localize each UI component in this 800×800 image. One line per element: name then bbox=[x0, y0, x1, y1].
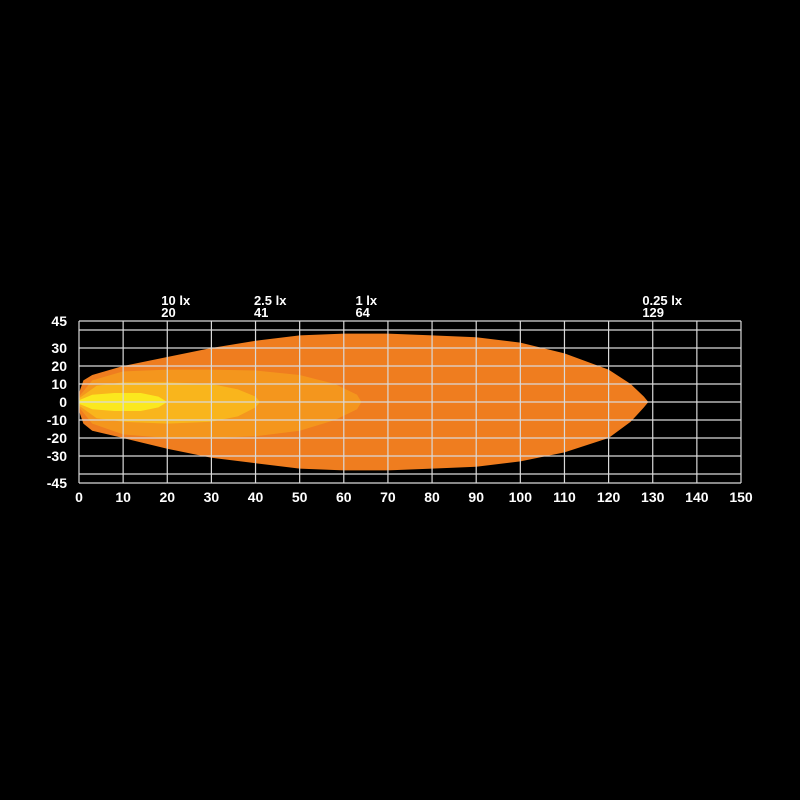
x-tick-label: 40 bbox=[248, 489, 264, 505]
x-tick-label: 50 bbox=[292, 489, 308, 505]
y-tick-label: -10 bbox=[47, 412, 67, 428]
annotation-lux: 2.5 lx bbox=[254, 293, 287, 308]
annotation-distance: 41 bbox=[254, 305, 268, 320]
annotation-distance: 64 bbox=[355, 305, 370, 320]
y-tick-label: 45 bbox=[51, 313, 67, 329]
x-tick-label: 0 bbox=[75, 489, 83, 505]
y-tick-label: 20 bbox=[51, 358, 67, 374]
y-tick-label: -20 bbox=[47, 430, 67, 446]
annotation-distance: 129 bbox=[642, 305, 664, 320]
annotation-lux: 10 lx bbox=[161, 293, 191, 308]
y-tick-label: 0 bbox=[59, 394, 67, 410]
annotation-distance: 20 bbox=[161, 305, 175, 320]
x-tick-label: 90 bbox=[468, 489, 484, 505]
area-2-5-lx bbox=[79, 382, 260, 424]
x-tick-label: 80 bbox=[424, 489, 440, 505]
y-tick-label: -45 bbox=[47, 475, 67, 491]
x-tick-label: 150 bbox=[729, 489, 753, 505]
y-tick-label: 30 bbox=[51, 340, 67, 356]
x-tick-label: 120 bbox=[597, 489, 621, 505]
y-axis-ticks: 45 30 20 10 0 -10 -20 -30 -45 bbox=[47, 313, 67, 491]
y-tick-label: -30 bbox=[47, 448, 67, 464]
x-axis-ticks: 0 10 20 30 40 50 60 70 80 90 100 110 120 130 140 150 bbox=[75, 489, 753, 505]
grid bbox=[78, 320, 742, 484]
x-tick-label: 70 bbox=[380, 489, 396, 505]
x-tick-label: 100 bbox=[509, 489, 533, 505]
x-tick-label: 20 bbox=[159, 489, 175, 505]
y-tick-label: 10 bbox=[51, 376, 67, 392]
annotation-lux: 0.25 lx bbox=[642, 293, 683, 308]
x-tick-label: 130 bbox=[641, 489, 665, 505]
x-tick-label: 60 bbox=[336, 489, 352, 505]
x-tick-label: 30 bbox=[204, 489, 220, 505]
x-tick-label: 110 bbox=[553, 489, 576, 505]
annotation-lux: 1 lx bbox=[355, 293, 377, 308]
x-tick-label: 10 bbox=[115, 489, 131, 505]
x-tick-label: 140 bbox=[685, 489, 709, 505]
